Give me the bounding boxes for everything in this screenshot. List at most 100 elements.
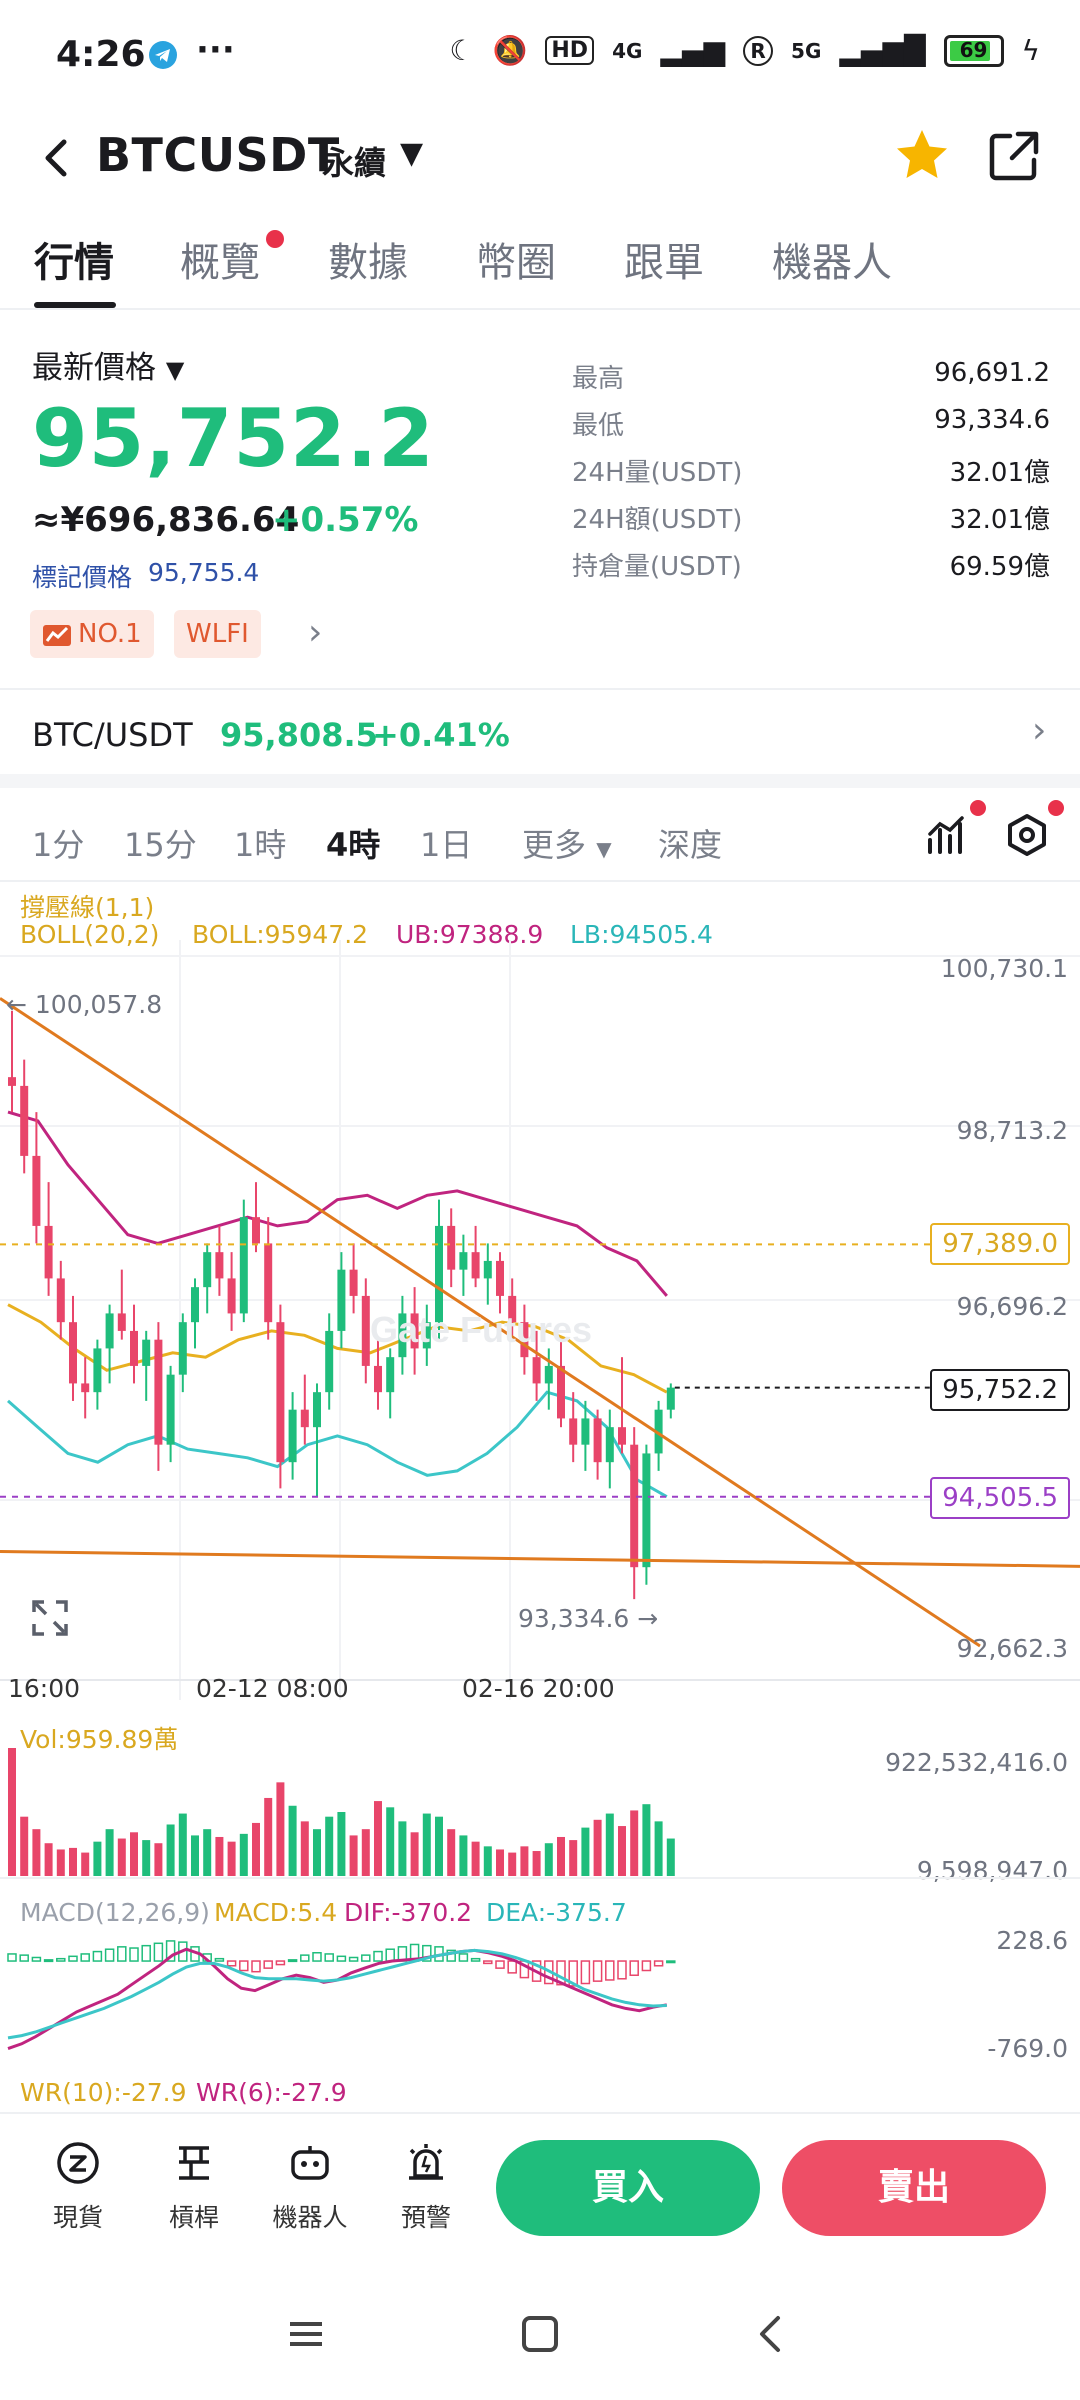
volume-bar <box>471 1841 480 1876</box>
tags-chevron-right-icon[interactable]: › <box>308 612 323 653</box>
volume-bar <box>105 1829 114 1876</box>
candlestick-chart[interactable]: Gate Futures <box>0 940 1080 1700</box>
support-resistance-label: 撐壓線(1,1) <box>20 893 155 922</box>
nav-margin[interactable]: 槓桿 <box>144 2140 244 2234</box>
interval-15m[interactable]: 15分 <box>124 826 197 864</box>
indicator-chart-icon[interactable] <box>924 812 970 858</box>
mute-icon: 🔕 <box>492 34 528 67</box>
r-icon: R <box>743 35 774 66</box>
system-nav-bar <box>0 2290 1080 2400</box>
candle-body <box>374 1365 382 1393</box>
macd-histogram-bar <box>556 1960 566 1986</box>
macd-histogram-bar <box>348 1956 359 1962</box>
back-nav-icon[interactable] <box>752 2314 792 2354</box>
y-axis-label-2: 98,713.2 <box>956 1116 1068 1145</box>
candle-body <box>117 1313 126 1331</box>
spot-pair-row[interactable]: BTC/USDT 95,808.5 +0.41% › <box>0 690 1080 780</box>
pair-dropdown-caret[interactable]: ▼ <box>400 136 424 171</box>
pair-title[interactable]: BTCUSDT <box>96 128 340 182</box>
rank-tag[interactable]: NO.1 <box>30 610 154 658</box>
volume-bar <box>398 1821 407 1876</box>
spot-chevron-right-icon: › <box>1032 710 1047 751</box>
interval-1h[interactable]: 1時 <box>234 826 287 864</box>
interval-4h[interactable]: 4時 <box>326 826 381 864</box>
trending-chart-icon <box>43 625 71 646</box>
contract-type[interactable]: 永續 <box>322 144 387 182</box>
nav-alert[interactable]: 預警 <box>376 2140 476 2234</box>
volume-bar <box>178 1813 187 1876</box>
wlfi-tag[interactable]: WLFI <box>174 610 261 658</box>
chart-settings-icon[interactable] <box>1004 812 1050 858</box>
macd-histogram-bar <box>446 1949 456 1962</box>
candle-body <box>69 1322 77 1384</box>
interval-1m[interactable]: 1分 <box>32 826 85 864</box>
buy-button[interactable]: 買入 <box>496 2140 760 2236</box>
macd-histogram-bar <box>31 1956 42 1962</box>
interval-1d[interactable]: 1日 <box>420 826 473 864</box>
home-icon[interactable] <box>520 2314 560 2354</box>
macd-axis-max: 228.6 <box>996 1926 1068 1955</box>
macd-histogram-bar <box>336 1955 347 1962</box>
candle-body <box>288 1409 297 1463</box>
tab-community[interactable]: 幣圈 <box>476 240 556 286</box>
macd-histogram-bar <box>117 1946 127 1962</box>
volume-bar <box>313 1829 321 1876</box>
settings-notification-dot <box>1048 800 1064 816</box>
volume-bar <box>422 1813 431 1876</box>
tab-data[interactable]: 數據 <box>328 240 408 286</box>
volume-bar <box>483 1846 492 1876</box>
volume-bar <box>166 1824 175 1876</box>
divider <box>0 308 1080 310</box>
nav-bot[interactable]: 機器人 <box>260 2140 360 2234</box>
share-icon[interactable] <box>982 124 1046 188</box>
macd-histogram-bar <box>300 1954 310 1962</box>
macd-histogram-bar <box>605 1960 615 1981</box>
volume-bar <box>666 1838 675 1876</box>
candle-body <box>544 1365 553 1384</box>
back-arrow-icon[interactable] <box>28 128 88 188</box>
candle-body <box>569 1418 578 1445</box>
candle-body <box>93 1348 102 1393</box>
nav-bot-label: 機器人 <box>272 2203 348 2232</box>
macd-histogram-bar <box>104 1948 115 1962</box>
boll-lower-line <box>7 1390 668 1499</box>
divider <box>0 880 1080 882</box>
tab-overview[interactable]: 概覽 <box>180 240 260 286</box>
volume-bar <box>508 1852 517 1876</box>
depth-tab[interactable]: 深度 <box>658 826 723 864</box>
macd-histogram-bar <box>666 1960 676 1964</box>
mark-price-label: 標記價格 <box>32 563 133 592</box>
candle-body <box>386 1357 395 1393</box>
wr10-value: WR(10):-27.9 <box>20 2078 187 2107</box>
macd-histogram-bar <box>483 1960 493 1965</box>
volume-bar <box>300 1821 309 1876</box>
favorite-star-icon[interactable] <box>890 124 954 188</box>
candle-body <box>44 1225 53 1279</box>
macd-histogram-bar <box>629 1960 639 1976</box>
fullscreen-icon[interactable] <box>30 1598 70 1638</box>
candle-body <box>666 1387 675 1410</box>
tab-copy-trading[interactable]: 跟單 <box>624 240 704 286</box>
candle-body <box>178 1322 187 1375</box>
menu-icon[interactable] <box>286 2314 326 2354</box>
latest-price-label[interactable]: 最新價格 ▼ <box>32 350 185 386</box>
y-axis-label-top: 100,730.1 <box>940 954 1068 983</box>
volume-bar <box>618 1826 626 1876</box>
nav-spot[interactable]: 現貨 <box>28 2140 128 2234</box>
volume-bar <box>130 1832 138 1876</box>
macd-histogram-bar <box>251 1960 261 1973</box>
volume-bar <box>630 1810 639 1876</box>
boll-upper-value: UB:97388.9 <box>396 920 544 949</box>
sell-button[interactable]: 賣出 <box>782 2140 1046 2236</box>
tab-market[interactable]: 行情 <box>34 240 114 286</box>
macd-histogram-bar <box>422 1944 432 1962</box>
candle-body <box>349 1269 358 1296</box>
tab-bots[interactable]: 機器人 <box>772 240 892 286</box>
interval-more[interactable]: 更多 ▼ <box>522 826 612 864</box>
macd-value: MACD:5.4 <box>214 1898 338 1927</box>
macd-axis-min: -769.0 <box>987 2034 1068 2063</box>
alarm-icon <box>409 2144 443 2180</box>
macd-histogram-bar <box>80 1953 90 1962</box>
volume-bar <box>459 1835 468 1876</box>
candle-body <box>654 1409 663 1454</box>
